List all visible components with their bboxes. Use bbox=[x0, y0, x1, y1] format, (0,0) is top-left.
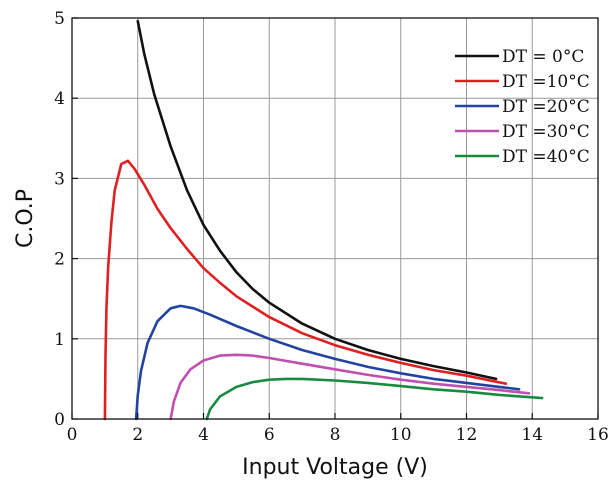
x-tick-label: 16 bbox=[587, 425, 609, 445]
legend: DT = 0°C DT =10°C DT =20°C DT =30°C DT =40°C bbox=[455, 47, 590, 167]
y-tick-label: 5 bbox=[54, 9, 65, 29]
legend-label-4: DT =30°C bbox=[502, 122, 590, 142]
x-tick-label: 14 bbox=[521, 425, 543, 445]
series-line-4 bbox=[169, 353, 531, 421]
x-tick-label: 8 bbox=[330, 425, 341, 445]
series-line-1 bbox=[136, 19, 498, 381]
y-tick-label: 4 bbox=[54, 89, 65, 109]
x-tick-label: 2 bbox=[132, 425, 143, 445]
y-tick-label: 2 bbox=[54, 250, 65, 270]
series-line-3 bbox=[134, 304, 521, 421]
x-tick-label: 12 bbox=[456, 425, 478, 445]
y-tick-label: 1 bbox=[54, 330, 65, 350]
legend-label-2: DT =10°C bbox=[502, 72, 590, 92]
x-tick-label: 0 bbox=[67, 425, 78, 445]
legend-label-5: DT =40°C bbox=[502, 147, 590, 167]
y-axis-title: C.O.P bbox=[13, 189, 38, 248]
grid-lines bbox=[72, 18, 598, 419]
series-lines bbox=[103, 19, 544, 421]
x-axis-title: Input Voltage (V) bbox=[242, 455, 428, 480]
legend-label-1: DT = 0°C bbox=[502, 47, 584, 67]
y-tick-label: 3 bbox=[54, 169, 65, 189]
series-line-2 bbox=[103, 159, 508, 421]
legend-label-3: DT =20°C bbox=[502, 97, 590, 117]
y-tick-label: 0 bbox=[54, 410, 65, 430]
x-tick-label: 4 bbox=[198, 425, 209, 445]
series-line-5 bbox=[205, 377, 544, 421]
x-tick-label: 10 bbox=[390, 425, 412, 445]
x-tick-label: 6 bbox=[264, 425, 275, 445]
